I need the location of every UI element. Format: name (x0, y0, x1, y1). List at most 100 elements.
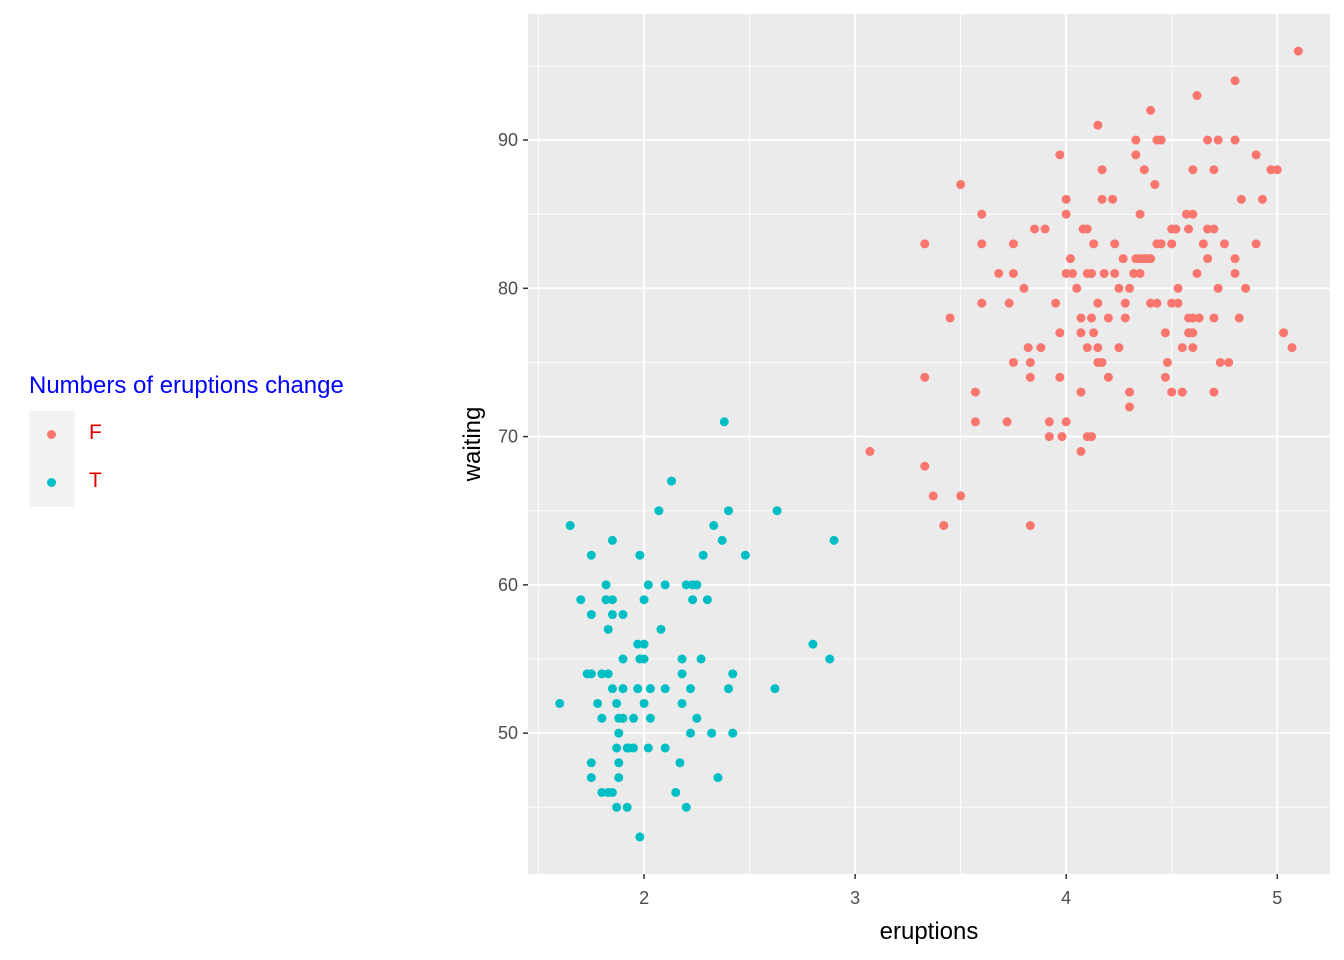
point-t (629, 743, 639, 753)
x-axis-title: eruptions (880, 918, 979, 945)
point-f (1150, 180, 1160, 190)
point-t (612, 802, 622, 812)
point-f (1230, 268, 1240, 278)
point-t (607, 595, 617, 605)
point-f (1120, 313, 1130, 323)
point-f (1114, 283, 1124, 293)
point-f (1129, 268, 1139, 278)
point-t (808, 639, 818, 649)
point-f (1051, 298, 1061, 308)
point-f (1097, 194, 1107, 204)
point-t (607, 787, 617, 797)
point-f (1076, 387, 1086, 397)
point-f (1257, 194, 1267, 204)
point-f (1025, 372, 1035, 382)
y-tick-label: 60 (498, 575, 518, 595)
point-f (1110, 239, 1120, 249)
point-f (1082, 343, 1092, 353)
point-f (1044, 417, 1054, 427)
point-f (1287, 343, 1297, 353)
point-f (1209, 224, 1219, 234)
point-f (1146, 298, 1156, 308)
point-f (1177, 343, 1187, 353)
point-f (1061, 268, 1071, 278)
point-f (920, 372, 930, 382)
data-points (555, 46, 1303, 842)
point-f (1089, 239, 1099, 249)
point-t (692, 580, 702, 590)
point-t (614, 728, 624, 738)
point-t (593, 698, 603, 708)
point-f (920, 239, 930, 249)
point-f (1139, 165, 1149, 175)
point-f (1061, 417, 1071, 427)
point-t (696, 654, 706, 664)
point-f (1188, 343, 1198, 353)
point-f (1103, 372, 1113, 382)
point-f (1057, 432, 1067, 442)
y-tick-label: 80 (498, 278, 518, 298)
point-f (1188, 165, 1198, 175)
point-f (1082, 224, 1092, 234)
point-f (945, 313, 955, 323)
point-t (601, 580, 611, 590)
point-t (576, 595, 586, 605)
point-t (565, 521, 575, 531)
point-t (713, 773, 723, 783)
point-t (719, 417, 729, 427)
point-t (656, 624, 666, 634)
point-t (717, 535, 727, 545)
point-f (1061, 209, 1071, 219)
point-f (1213, 135, 1223, 145)
point-f (1173, 298, 1183, 308)
point-f (977, 209, 987, 219)
point-t (686, 684, 696, 694)
point-f (1266, 165, 1276, 175)
point-f (1097, 165, 1107, 175)
point-f (1131, 135, 1141, 145)
point-t (681, 580, 691, 590)
point-t (607, 610, 617, 620)
point-f (1198, 239, 1208, 249)
point-f (1065, 254, 1075, 264)
point-f (1209, 387, 1219, 397)
point-f (1093, 298, 1103, 308)
point-f (1209, 165, 1219, 175)
point-f (1135, 209, 1145, 219)
point-f (1194, 313, 1204, 323)
point-t (702, 595, 712, 605)
point-t (677, 698, 687, 708)
point-f (865, 446, 875, 456)
point-f (1293, 46, 1303, 56)
x-tick-label: 5 (1272, 888, 1282, 908)
point-f (1219, 239, 1229, 249)
point-f (920, 461, 930, 471)
point-t (618, 654, 628, 664)
legend-key-t (47, 478, 56, 487)
point-f (1089, 328, 1099, 338)
point-f (1230, 254, 1240, 264)
point-f (1125, 387, 1134, 397)
point-f (1076, 313, 1086, 323)
point-t (603, 669, 613, 679)
point-f (1236, 194, 1246, 204)
point-t (681, 802, 691, 812)
point-f (1209, 313, 1219, 323)
point-t (586, 550, 596, 560)
point-f (1008, 268, 1018, 278)
point-f (1023, 343, 1033, 353)
point-t (614, 758, 624, 768)
legend-title: Numbers of eruptions change (29, 372, 344, 399)
point-f (1241, 283, 1251, 293)
point-f (1072, 283, 1082, 293)
point-t (675, 758, 685, 768)
point-t (612, 698, 622, 708)
point-t (707, 728, 717, 738)
point-t (614, 773, 624, 783)
point-f (1213, 283, 1223, 293)
point-f (977, 239, 987, 249)
point-f (1108, 194, 1118, 204)
point-t (633, 639, 643, 649)
legend-key-f (47, 430, 56, 439)
legend-item-t: T (29, 459, 102, 507)
